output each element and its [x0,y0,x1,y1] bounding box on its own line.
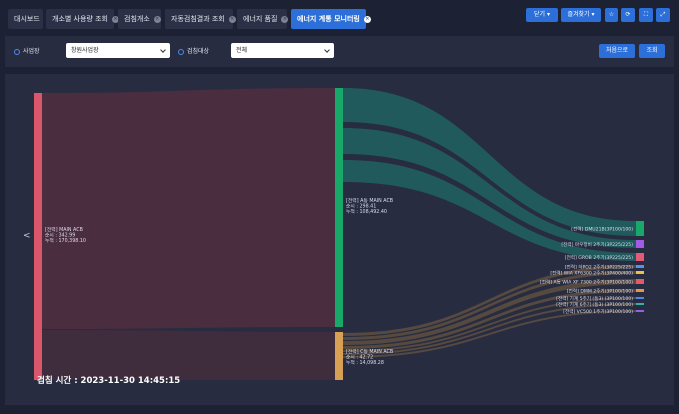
fullscreen-button[interactable]: ⤢ [656,8,670,22]
tab-close[interactable]: × [111,15,119,23]
label: 닫기 [534,11,546,18]
close-button[interactable]: 닫기 ▾ [526,8,558,22]
node-label: [전력] A동 WIA XF 7300 2주기(3P100/100) [540,279,633,286]
flow [343,289,636,349]
node [636,310,644,312]
node [636,279,644,284]
node-label: [전력] 마우정비 2주기(3P225/225) [561,241,633,248]
target-select[interactable]: 전체 [231,43,334,58]
star-button[interactable]: ☆ [605,8,618,22]
tab[interactable]: 개소별 사용량 조회 × [46,9,119,29]
node [636,221,644,236]
tab-close[interactable]: × [363,15,371,23]
tab-label: 에너지 품질 [243,15,278,23]
node [636,289,644,292]
flow [343,303,636,355]
expand-button[interactable]: ⛶ [639,8,653,22]
node [636,265,644,268]
flow [42,330,335,380]
node [34,93,42,380]
timestamp: 검침 시간 : 2023-11-30 14:45:15 [37,375,180,386]
tab[interactable]: 에너지 계통 모니터링 × [291,9,371,29]
node [636,253,644,261]
tab-label: 자동검침결과 조회 [171,15,225,23]
node-label: [전력] DMM 2주기(3P100/100) [567,288,633,295]
tab-label: 검침개소 [124,15,150,23]
node-value: 순시 : 342.99 [45,232,75,239]
tab-close[interactable]: × [153,15,161,23]
flow [343,128,636,248]
tab-close[interactable]: × [281,15,289,23]
node [335,332,343,380]
node-label: [전력] DMU21B(3P100/100) [571,226,633,233]
node-label: [전력] C동 MAIN ACB [346,348,393,355]
node [636,271,644,274]
search-button[interactable]: 조회 [639,44,665,58]
node [636,303,644,305]
flow [343,271,636,340]
tab[interactable]: 에너지 품질 × [237,9,289,29]
node-value: 누적 : 14,098.28 [346,359,384,366]
text: 검침대상 [187,48,210,55]
node-label: [전력] 기계 5주기 (동3) (3P100/100) [556,295,633,302]
node-value: 순시 : 42.72 [346,354,373,361]
node-label: [전력] 하PO2 2주기(3P225/225) [565,264,633,271]
node [636,297,644,299]
node-label: [전력] GROB 2주기(3P225/225) [565,254,633,261]
flow [343,88,636,236]
node-value: 순시 : 298.41 [346,203,376,210]
tab[interactable]: 대시보드 [8,9,43,29]
target-label: 검침대상 [178,46,209,55]
node-label: [전력] MAIN ACB [45,226,83,233]
node-value: 누적 : 108,492.40 [346,208,387,215]
flow [343,160,636,261]
node-value: 누적 : 170,398.10 [45,237,86,244]
tab[interactable]: 검침개소 × [118,9,161,29]
tab-label: 개소별 사용량 조회 [52,15,108,23]
node-label: [전력] VC500 1주기(3P100/100) [563,308,633,315]
favorites-button[interactable]: 즐겨찾기 ▾ [561,8,601,22]
node-label: [전력] WIA XF6300 2주기(3P400/400) [550,270,633,277]
site-label: 사업장 [14,46,40,55]
flow [343,265,636,336]
site-select[interactable]: 창원사업장 [66,43,170,58]
back-arrow[interactable]: < [23,231,31,241]
label: 즐겨찾기 [567,11,590,18]
node-label: [전력] A동 MAIN ACB [346,197,393,204]
tab-close[interactable]: × [228,15,236,23]
flow [343,310,636,358]
flow [42,88,335,329]
refresh-button[interactable]: ⟳ [621,8,635,22]
tab-label: 에너지 계통 모니터링 [297,15,360,23]
node [636,240,644,248]
text: 사업장 [23,48,40,55]
flow [343,297,636,352]
node-label: [전력] 기계 6주기 (동3) (3P100/100) [556,301,633,308]
reset-button[interactable]: 처음으로 [599,44,635,58]
tab[interactable]: 자동검침결과 조회 × [165,9,236,29]
flow [343,279,636,345]
node [335,88,343,327]
